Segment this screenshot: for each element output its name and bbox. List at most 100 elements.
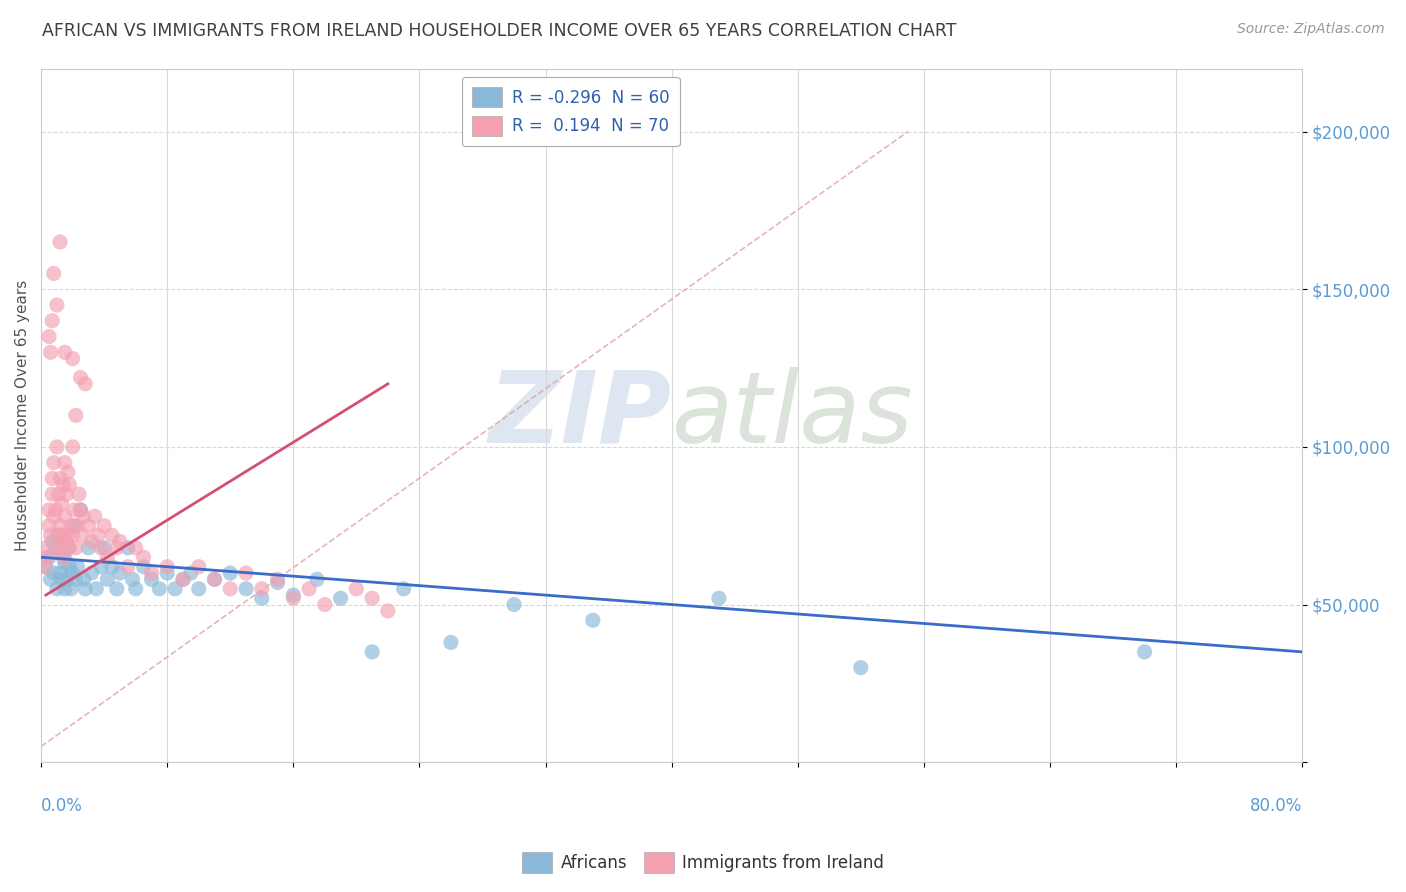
Point [90,541,112,555]
Point [187,559,209,574]
Y-axis label: Householder Income Over 65 years: Householder Income Over 65 years [15,280,30,551]
Point [503,598,526,612]
Point [69,503,91,517]
Point [80,566,103,580]
Point [60,582,83,596]
Point [235,582,257,596]
Point [204,572,226,586]
Point [41,534,63,549]
Point [42,267,65,281]
Point [49,566,72,580]
Point [298,582,321,596]
Point [38,503,60,517]
Point [67,487,90,501]
Point [62,351,84,366]
Point [235,566,257,580]
Point [56,541,79,555]
Point [108,534,131,549]
Point [41,487,63,501]
Point [42,509,65,524]
Point [87,528,110,542]
Point [66,559,89,574]
Point [219,582,242,596]
Point [219,566,242,580]
Point [48,528,70,542]
Point [165,582,187,596]
Point [69,370,91,384]
Point [344,582,367,596]
Point [62,566,84,580]
Point [73,509,96,524]
Point [52,550,75,565]
Point [56,528,79,542]
Point [53,345,76,359]
Point [53,550,76,565]
Point [53,557,76,571]
Point [49,235,72,249]
Point [73,572,96,586]
Text: AFRICAN VS IMMIGRANTS FROM IRELAND HOUSEHOLDER INCOME OVER 65 YEARS CORRELATION : AFRICAN VS IMMIGRANTS FROM IRELAND HOUSE… [42,22,956,40]
Point [849,660,872,674]
Point [58,477,80,491]
Point [51,572,73,586]
Point [180,566,202,580]
Point [44,503,66,517]
Point [38,550,60,565]
Point [172,572,194,586]
Point [266,572,288,586]
Point [101,559,124,574]
Point [83,509,105,524]
Point [69,503,91,517]
Point [156,559,179,574]
Point [39,345,62,359]
Point [283,588,305,602]
Text: 0.0%: 0.0% [41,797,83,815]
Point [392,582,415,596]
Point [125,541,148,555]
Point [51,541,73,555]
Point [187,582,209,596]
Point [377,604,399,618]
Point [75,376,97,391]
Point [84,582,107,596]
Point [58,559,80,574]
Point [70,528,93,542]
Text: Source: ZipAtlas.com: Source: ZipAtlas.com [1237,22,1385,37]
Point [361,645,384,659]
Point [39,528,62,542]
Point [37,550,59,565]
Point [582,613,605,627]
Point [66,518,89,533]
Point [55,534,77,549]
Point [1133,645,1156,659]
Point [440,635,463,649]
Text: atlas: atlas [672,367,914,464]
Point [132,550,155,565]
Point [62,440,84,454]
Point [314,598,336,612]
Text: 80.0%: 80.0% [1250,797,1302,815]
Point [52,477,75,491]
Point [42,456,65,470]
Point [32,559,55,574]
Point [96,572,118,586]
Point [93,518,115,533]
Point [707,591,730,606]
Point [55,572,77,586]
Point [125,582,148,596]
Point [361,591,384,606]
Point [42,566,65,580]
Point [90,559,112,574]
Point [77,541,100,555]
Point [141,572,163,586]
Point [250,582,273,596]
Point [105,582,128,596]
Point [44,541,66,555]
Legend: R = -0.296  N = 60, R =  0.194  N = 70: R = -0.296 N = 60, R = 0.194 N = 70 [463,77,679,146]
Point [60,518,83,533]
Point [45,298,67,312]
Point [96,550,118,565]
Text: ZIP: ZIP [489,367,672,464]
Point [172,572,194,586]
Point [105,541,128,555]
